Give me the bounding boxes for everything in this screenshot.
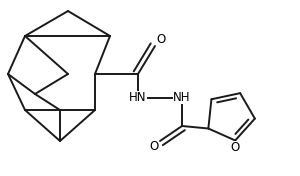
Text: HN: HN: [129, 92, 147, 105]
Text: O: O: [231, 141, 240, 154]
Text: O: O: [149, 140, 159, 153]
Text: NH: NH: [173, 92, 191, 105]
Text: O: O: [156, 33, 166, 46]
